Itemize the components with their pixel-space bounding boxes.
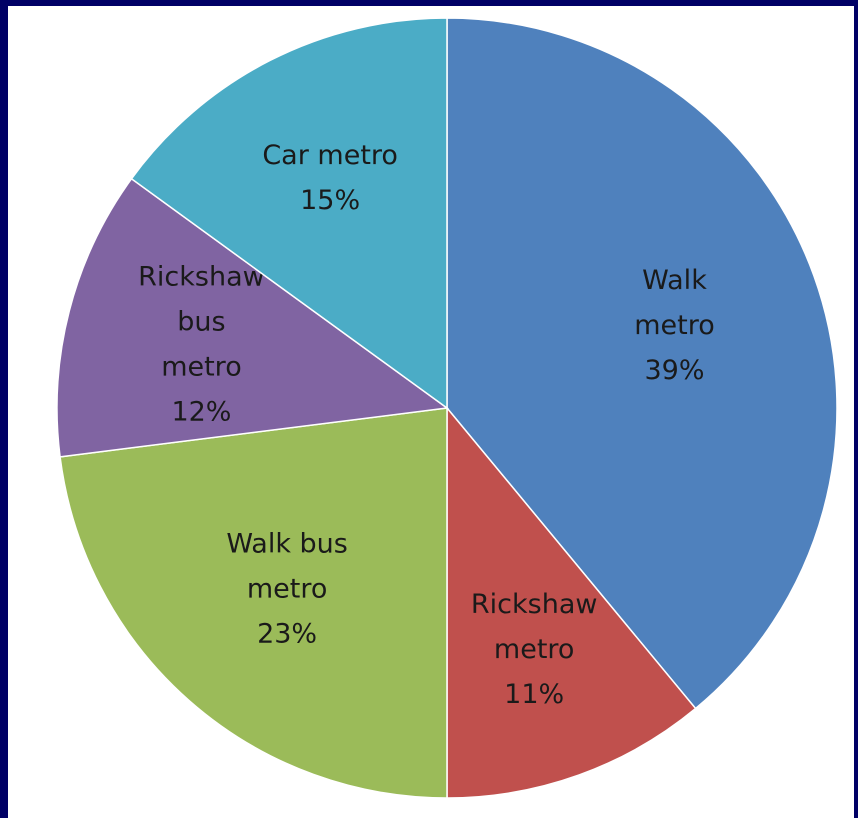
slice-percent: 12% <box>171 396 231 427</box>
slice-label: Rickshaw metro 11% <box>471 589 598 710</box>
slice-percent: 15% <box>300 185 360 216</box>
slice-name: metro <box>161 351 242 382</box>
slice-label: Walk metro 39% <box>634 265 715 386</box>
slice-label: Walk bus metro 23% <box>226 528 348 649</box>
slice-label: Rickshaw bus metro 12% <box>138 261 265 427</box>
slice-name: metro <box>634 310 715 341</box>
pie-slice-walk-metro <box>446 17 838 710</box>
slice-name: metro <box>494 634 575 665</box>
pie-slice-walk-bus-metro <box>59 407 448 799</box>
slice-name: bus <box>177 306 225 337</box>
pie-slice-car-metro <box>130 17 448 410</box>
slice-percent: 39% <box>644 355 704 386</box>
slice-percent: 23% <box>257 618 317 649</box>
slice-label: Car metro 15% <box>262 140 398 216</box>
slice-name: Walk <box>642 265 707 296</box>
slice-name: Rickshaw <box>138 261 265 292</box>
slice-name: metro <box>247 573 328 604</box>
slice-name: Car metro <box>262 140 398 171</box>
slice-percent: 11% <box>504 679 564 710</box>
slice-name: Walk bus <box>226 528 348 559</box>
pie-slice-rickshaw-bus-metro <box>56 177 449 458</box>
pie-slice-rickshaw-metro <box>446 405 697 799</box>
slice-name: Rickshaw <box>471 589 598 620</box>
